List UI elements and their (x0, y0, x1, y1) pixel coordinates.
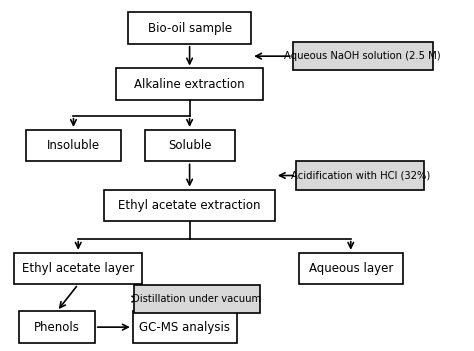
FancyBboxPatch shape (19, 311, 95, 343)
FancyBboxPatch shape (134, 285, 259, 313)
FancyBboxPatch shape (116, 68, 263, 100)
Text: Bio-oil sample: Bio-oil sample (147, 21, 232, 35)
FancyBboxPatch shape (26, 130, 121, 161)
Text: GC-MS analysis: GC-MS analysis (139, 320, 230, 334)
FancyBboxPatch shape (128, 12, 251, 44)
Text: Phenols: Phenols (34, 320, 80, 334)
FancyBboxPatch shape (293, 42, 432, 70)
FancyBboxPatch shape (296, 161, 424, 190)
Text: Insoluble: Insoluble (47, 139, 100, 152)
Text: Aqueous NaOH solution (2.5 M): Aqueous NaOH solution (2.5 M) (284, 51, 441, 61)
FancyBboxPatch shape (299, 253, 403, 284)
FancyBboxPatch shape (133, 311, 237, 343)
Text: Ethyl acetate extraction: Ethyl acetate extraction (118, 199, 261, 212)
Text: Aqueous layer: Aqueous layer (309, 262, 393, 275)
FancyBboxPatch shape (104, 190, 275, 221)
Text: Distillation under vacuum: Distillation under vacuum (132, 294, 261, 304)
Text: Ethyl acetate layer: Ethyl acetate layer (22, 262, 134, 275)
Text: Alkaline extraction: Alkaline extraction (134, 78, 245, 91)
FancyBboxPatch shape (14, 253, 142, 284)
Text: Acidification with HCl (32%): Acidification with HCl (32%) (291, 171, 430, 180)
Text: Soluble: Soluble (168, 139, 211, 152)
FancyBboxPatch shape (145, 130, 235, 161)
